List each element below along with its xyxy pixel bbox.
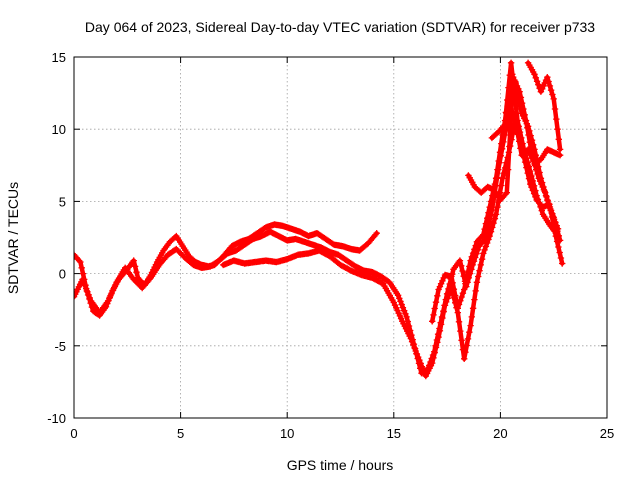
- plus-markers: [488, 59, 559, 237]
- y-tick-label: -10: [47, 411, 66, 426]
- plot-frame: [73, 56, 608, 419]
- x-tick-label: 15: [387, 426, 401, 441]
- plus-markers: [74, 105, 566, 377]
- data-series-group: [74, 59, 566, 380]
- y-tick-label: 5: [59, 194, 66, 209]
- plus-markers: [465, 74, 562, 232]
- x-tick-label: 20: [493, 426, 507, 441]
- y-tick-label: 15: [52, 50, 66, 65]
- data-series: [74, 105, 566, 377]
- x-axis-title: GPS time / hours: [287, 457, 394, 473]
- series-line: [74, 222, 379, 318]
- x-tick-label: 0: [70, 426, 77, 441]
- plus-markers: [74, 221, 380, 319]
- chart-title: Day 064 of 2023, Sidereal Day-to-day VTE…: [85, 19, 595, 35]
- grid-lines: [74, 57, 607, 418]
- y-tick-label: -5: [54, 339, 66, 354]
- x-tick-label: 10: [280, 426, 294, 441]
- y-tick-label: 0: [59, 267, 66, 282]
- data-series: [488, 59, 559, 237]
- y-axis-title: SDTVAR / TECUs: [5, 182, 21, 294]
- data-series: [524, 59, 564, 153]
- axis-ticks: 0 5 10 15 20 25 -10 -5 0 5 10 15: [47, 50, 614, 441]
- x-tick-label: 25: [600, 426, 614, 441]
- data-series: [74, 221, 380, 319]
- data-series: [220, 117, 564, 380]
- plus-markers: [220, 117, 564, 380]
- y-tick-label: 10: [52, 122, 66, 137]
- plus-markers: [524, 59, 564, 153]
- x-tick-label: 5: [177, 426, 184, 441]
